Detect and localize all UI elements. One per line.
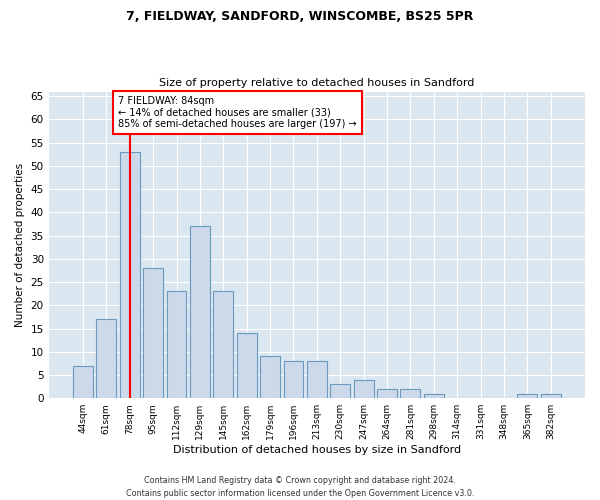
Bar — [214, 292, 233, 398]
Bar — [167, 292, 187, 398]
Bar — [330, 384, 350, 398]
Bar — [143, 268, 163, 398]
Bar — [400, 389, 421, 398]
Bar — [541, 394, 560, 398]
Bar — [517, 394, 537, 398]
Bar — [237, 333, 257, 398]
Bar — [377, 389, 397, 398]
Title: Size of property relative to detached houses in Sandford: Size of property relative to detached ho… — [159, 78, 475, 88]
Bar — [260, 356, 280, 398]
Bar — [73, 366, 93, 398]
Bar — [424, 394, 443, 398]
Bar — [190, 226, 210, 398]
Text: Contains HM Land Registry data © Crown copyright and database right 2024.
Contai: Contains HM Land Registry data © Crown c… — [126, 476, 474, 498]
Text: 7 FIELDWAY: 84sqm
← 14% of detached houses are smaller (33)
85% of semi-detached: 7 FIELDWAY: 84sqm ← 14% of detached hous… — [118, 96, 356, 130]
Text: 7, FIELDWAY, SANDFORD, WINSCOMBE, BS25 5PR: 7, FIELDWAY, SANDFORD, WINSCOMBE, BS25 5… — [127, 10, 473, 23]
X-axis label: Distribution of detached houses by size in Sandford: Distribution of detached houses by size … — [173, 445, 461, 455]
Bar — [120, 152, 140, 398]
Bar — [353, 380, 374, 398]
Bar — [307, 361, 327, 398]
Y-axis label: Number of detached properties: Number of detached properties — [15, 163, 25, 327]
Bar — [97, 319, 116, 398]
Bar — [284, 361, 304, 398]
